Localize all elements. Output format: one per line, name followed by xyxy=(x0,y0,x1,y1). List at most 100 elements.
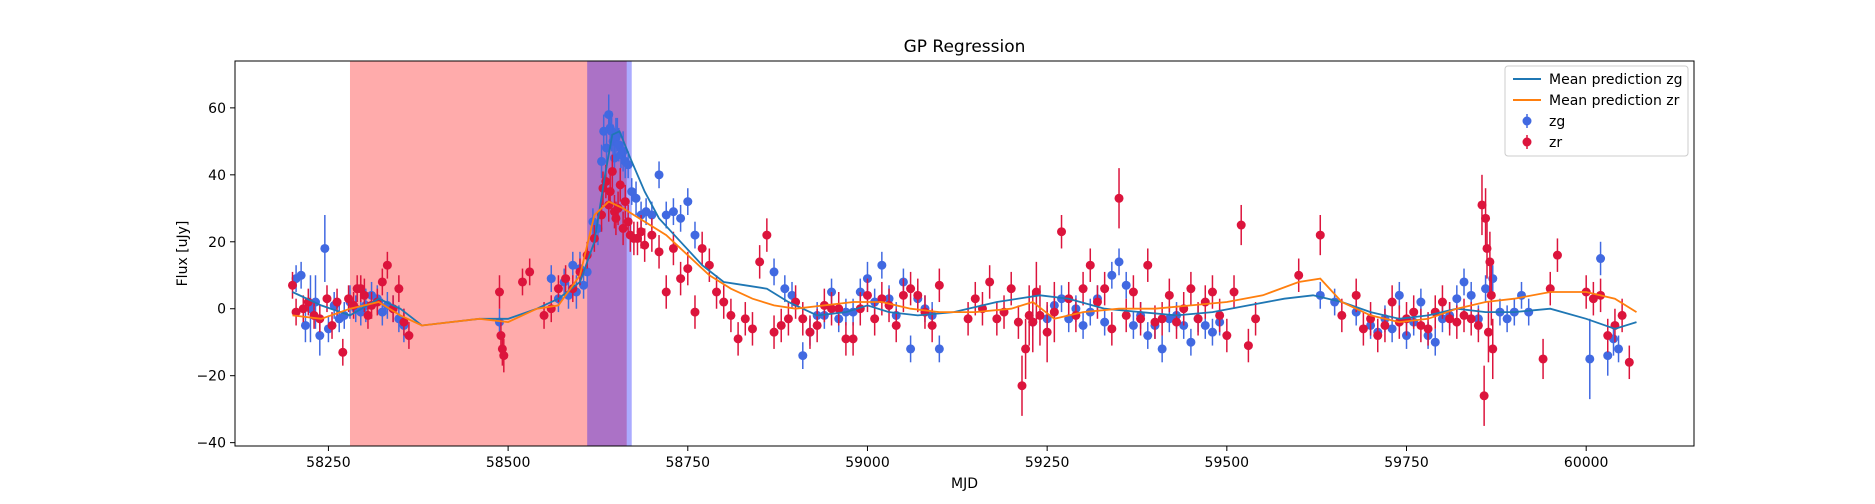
x-tick-label: 60000 xyxy=(1564,455,1609,471)
data-point-zr xyxy=(1164,290,1174,300)
data-point-zr xyxy=(1035,310,1045,320)
data-point-zr xyxy=(934,280,944,290)
data-point-zr xyxy=(862,290,872,300)
data-point-zg xyxy=(1394,290,1404,300)
data-point-zr xyxy=(683,264,693,274)
legend-label: Mean prediction zr xyxy=(1549,93,1680,109)
data-point-zg xyxy=(377,307,387,317)
data-point-zg xyxy=(315,331,325,341)
data-point-zr xyxy=(1028,317,1038,327)
data-point-zg xyxy=(1128,320,1138,330)
data-point-zr xyxy=(963,314,973,324)
data-point-zg xyxy=(1114,257,1124,267)
data-point-zr xyxy=(620,197,630,207)
data-point-zr xyxy=(1215,310,1225,320)
data-point-zr xyxy=(1603,331,1613,341)
mean-line-zr xyxy=(292,200,1637,327)
data-point-zg xyxy=(654,170,664,180)
data-point-zr xyxy=(322,294,332,304)
x-tick-label: 58500 xyxy=(486,455,531,471)
data-point-zg xyxy=(1466,290,1476,300)
data-point-zg xyxy=(683,197,693,207)
data-point-zg xyxy=(1164,314,1174,324)
data-point-zr xyxy=(1017,381,1027,391)
data-point-zr xyxy=(726,310,736,320)
data-point-zr xyxy=(298,304,308,314)
data-point-zg xyxy=(1207,327,1217,337)
data-point-zr xyxy=(740,314,750,324)
data-point-zr xyxy=(496,331,506,341)
data-point-zr xyxy=(647,230,657,240)
data-point-zg xyxy=(769,267,779,277)
data-point-zr xyxy=(1617,310,1627,320)
data-point-zr xyxy=(525,267,535,277)
data-point-zr xyxy=(668,243,678,253)
legend-label: Mean prediction zg xyxy=(1549,72,1683,88)
y-tick-label: 40 xyxy=(208,168,226,184)
data-point-zr xyxy=(841,334,851,344)
data-point-zr xyxy=(1013,317,1023,327)
data-point-zr xyxy=(1222,331,1232,341)
data-point-zr xyxy=(332,297,342,307)
data-point-zg xyxy=(1107,270,1117,280)
data-point-zr xyxy=(1588,294,1598,304)
data-point-zg xyxy=(579,280,589,290)
data-point-zr xyxy=(661,287,671,297)
data-point-zg xyxy=(1078,320,1088,330)
data-point-zr xyxy=(733,334,743,344)
data-point-zr xyxy=(1452,317,1462,327)
data-point-zr xyxy=(719,297,729,307)
data-point-zr xyxy=(632,233,642,243)
data-point-zr xyxy=(891,320,901,330)
data-point-zr xyxy=(1186,284,1196,294)
data-point-zr xyxy=(1057,227,1067,237)
y-tick-label: 0 xyxy=(217,302,226,318)
data-point-zr xyxy=(1031,287,1041,297)
data-point-zg xyxy=(296,270,306,280)
y-tick-label: −20 xyxy=(196,369,226,385)
data-point-zr xyxy=(1243,341,1253,351)
data-point-zr xyxy=(618,223,628,233)
data-point-zr xyxy=(992,314,1002,324)
data-point-zr xyxy=(1021,344,1031,354)
data-point-zr xyxy=(1172,317,1182,327)
legend-box xyxy=(1504,65,1689,157)
data-point-zr xyxy=(1150,317,1160,327)
data-point-zr xyxy=(1251,314,1261,324)
data-point-zr xyxy=(1006,284,1016,294)
data-point-zr xyxy=(338,347,348,357)
data-point-zr xyxy=(1416,320,1426,330)
legend-label: zr xyxy=(1549,135,1562,151)
data-point-zr xyxy=(1136,314,1146,324)
data-point-zr xyxy=(623,217,633,227)
data-point-zr xyxy=(615,180,625,190)
x-tick-label: 59000 xyxy=(845,455,890,471)
data-point-zr xyxy=(747,324,757,334)
data-point-zr xyxy=(399,317,409,327)
data-point-zr xyxy=(755,257,765,267)
data-point-zr xyxy=(1486,290,1496,300)
data-point-zr xyxy=(704,260,714,270)
data-point-zg xyxy=(647,210,657,220)
data-point-zr xyxy=(1114,193,1124,203)
data-point-zr xyxy=(1459,310,1469,320)
data-point-zg xyxy=(1459,277,1469,287)
data-point-zr xyxy=(1128,287,1138,297)
legend-swatch-point xyxy=(1522,116,1532,126)
data-point-zr xyxy=(1078,284,1088,294)
data-point-zr xyxy=(640,240,650,250)
x-tick-label: 58750 xyxy=(666,455,711,471)
data-point-zr xyxy=(1387,297,1397,307)
data-point-zr xyxy=(783,314,793,324)
data-point-zg xyxy=(1121,280,1131,290)
data-point-zr xyxy=(762,230,772,240)
data-point-zr xyxy=(1315,230,1325,240)
data-point-zg xyxy=(1387,324,1397,334)
x-tick-label: 58250 xyxy=(306,455,351,471)
data-point-zr xyxy=(287,280,297,290)
data-point-zr xyxy=(344,294,354,304)
data-point-zr xyxy=(539,310,549,320)
data-point-zr xyxy=(1294,270,1304,280)
y-axis-label: Flux [uJy] xyxy=(175,221,191,287)
data-point-zg xyxy=(1200,320,1210,330)
